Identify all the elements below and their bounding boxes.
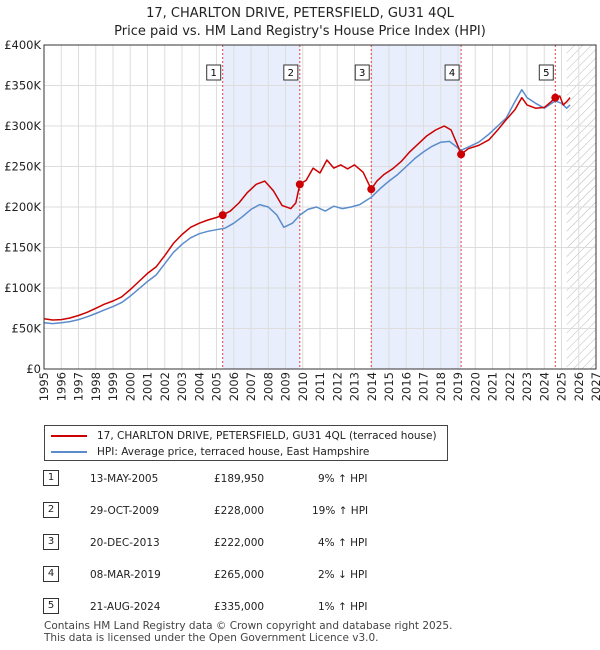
legend: 17, CHARLTON DRIVE, PETERSFIELD, GU31 4Q… [44,425,448,461]
chart-title: 17, CHARLTON DRIVE, PETERSFIELD, GU31 4Q… [146,6,455,21]
legend-hpi-label: HPI: Average price, terraced house, East… [97,446,370,458]
sale-number: 4 [43,566,59,582]
sale-price: £335,000 [214,601,265,613]
x-tick-label: 2015 [382,372,396,401]
sale-date: 21-AUG-2024 [90,601,161,613]
sale-marker-label: 3 [359,68,365,79]
x-tick-label: 2027 [589,372,600,401]
sale-price: £228,000 [214,505,265,517]
legend-hpi: HPI: Average price, terraced house, East… [51,444,369,460]
x-tick-label: 2022 [503,372,517,401]
table-row: 3 20-DEC-2013 £222,000 4% ↑ HPI [40,534,560,554]
x-tick-label: 2020 [468,372,482,401]
y-tick-label: £150K [4,241,41,255]
y-tick-label: £300K [4,119,41,133]
x-tick-label: 2023 [520,372,534,401]
chart-subtitle: Price paid vs. HM Land Registry's House … [114,24,486,39]
y-tick-label: £200K [4,200,41,214]
legend-property: 17, CHARLTON DRIVE, PETERSFIELD, GU31 4Q… [51,428,437,444]
x-tick-label: 1996 [54,372,68,401]
sale-point [551,93,560,102]
legend-property-label: 17, CHARLTON DRIVE, PETERSFIELD, GU31 4Q… [97,430,437,442]
x-tick-label: 2009 [279,372,293,401]
sale-price: £222,000 [214,537,265,549]
sale-date: 08-MAR-2019 [90,569,161,581]
x-tick-label: 2008 [261,372,275,401]
sale-marker-label: 4 [449,68,455,79]
x-tick-label: 2018 [434,372,448,401]
table-row: 1 13-MAY-2005 £189,950 9% ↑ HPI [40,470,560,490]
x-tick-label: 2024 [537,372,551,401]
x-tick-label: 2000 [123,372,137,401]
x-tick-label: 2014 [365,372,379,401]
sale-hpi: 9% ↑ HPI [318,473,368,485]
x-tick-label: 2025 [555,372,569,401]
sale-marker-label: 1 [211,68,217,79]
sale-marker-label: 2 [288,68,294,79]
property-price-line [43,95,571,321]
sale-price: £265,000 [214,569,265,581]
sale-marker-box [538,64,554,81]
x-tick-label: 2016 [399,372,413,401]
sale-marker-box [283,64,299,81]
sale-hpi: 1% ↑ HPI [318,601,368,613]
footer-copyright: Contains HM Land Registry data © Crown c… [44,620,453,632]
sale-number: 2 [43,502,59,518]
sale-hpi: 19% ↑ HPI [312,505,369,517]
y-tick-label: £100K [4,281,41,295]
y-tick-label: £400K [4,38,41,52]
sale-date: 13-MAY-2005 [90,473,159,485]
sale-price: £189,950 [214,473,265,485]
x-tick-label: 1997 [72,372,86,401]
y-tick-label: £250K [4,160,41,174]
sale-hpi: 4% ↑ HPI [318,537,368,549]
x-tick-label: 2003 [175,372,189,401]
sale-marker-box [444,64,460,81]
legend-hpi-line [51,451,87,453]
sale-number: 3 [43,534,59,550]
x-tick-label: 2011 [313,372,327,401]
price-chart: 17, CHARLTON DRIVE, PETERSFIELD, GU31 4Q… [4,6,600,401]
sale-marker-label: 5 [543,68,549,79]
hpi-line [43,88,571,325]
sale-point [457,150,466,159]
y-tick-label: £0 [26,362,41,376]
x-tick-label: 1995 [37,372,51,401]
sale-marker-box [354,64,370,81]
sale-date: 29-OCT-2009 [90,505,159,517]
sale-marker-box [206,64,222,81]
x-tick-label: 2019 [451,372,465,401]
x-tick-label: 2013 [348,372,362,401]
sale-date: 20-DEC-2013 [90,537,160,549]
x-tick-label: 1999 [106,372,120,401]
x-tick-label: 2026 [572,372,586,401]
sale-point [295,180,304,189]
x-tick-label: 2010 [296,372,310,401]
y-tick-label: £50K [12,322,42,336]
x-tick-label: 2021 [486,372,500,401]
x-tick-label: 2004 [192,372,206,401]
sale-point [218,211,227,220]
sale-hpi: 2% ↓ HPI [318,569,368,581]
table-row: 5 21-AUG-2024 £335,000 1% ↑ HPI [40,598,560,618]
plot-frame [43,44,597,370]
x-tick-label: 2007 [244,372,258,401]
x-tick-label: 2005 [210,372,224,401]
footer: Contains HM Land Registry data © Crown c… [44,620,452,644]
x-tick-label: 2012 [330,372,344,401]
sale-number: 5 [43,598,59,614]
x-tick-label: 2006 [227,372,241,401]
table-row: 2 29-OCT-2009 £228,000 19% ↑ HPI [40,502,560,522]
x-tick-label: 2001 [141,372,155,401]
sale-number: 1 [43,470,59,486]
legend-property-line [51,435,87,437]
y-tick-label: £350K [4,79,41,93]
footer-licence: This data is licensed under the Open Gov… [44,632,379,644]
x-tick-label: 1998 [89,372,103,401]
table-row: 4 08-MAR-2019 £265,000 2% ↓ HPI [40,566,560,586]
x-tick-label: 2002 [158,372,172,401]
sale-point [367,185,376,194]
x-tick-label: 2017 [417,372,431,401]
